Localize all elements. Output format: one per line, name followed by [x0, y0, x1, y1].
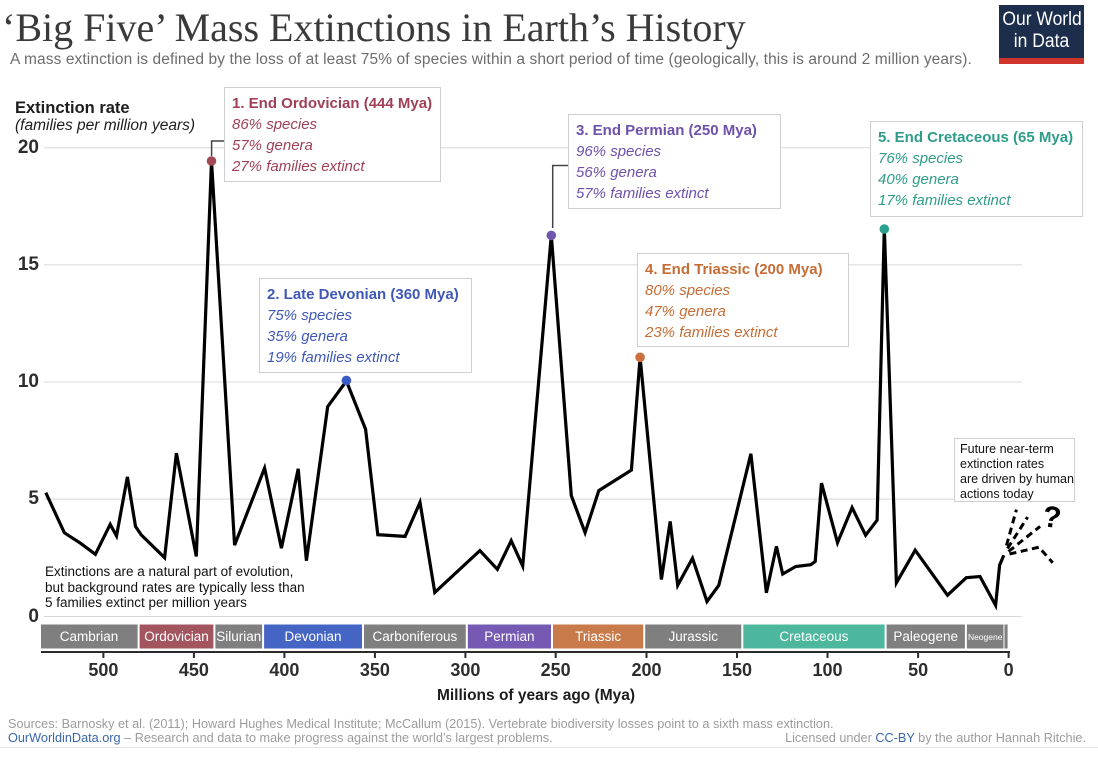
svg-text:Paleogene: Paleogene [893, 629, 958, 644]
svg-text:Jurassic: Jurassic [668, 629, 718, 644]
svg-text:Ordovician: Ordovician [144, 629, 209, 644]
svg-text:Permian: Permian [484, 629, 534, 644]
svg-text:Cretaceous: Cretaceous [779, 629, 848, 644]
svg-text:Devonian: Devonian [284, 629, 341, 644]
svg-text:Cambrian: Cambrian [60, 629, 119, 644]
svg-text:?: ? [1041, 500, 1064, 535]
svg-text:Silurian: Silurian [216, 629, 261, 644]
svg-text:Carboniferous: Carboniferous [373, 629, 458, 644]
svg-text:Triassic: Triassic [575, 629, 621, 644]
svg-text:Neogene: Neogene [968, 632, 1003, 642]
